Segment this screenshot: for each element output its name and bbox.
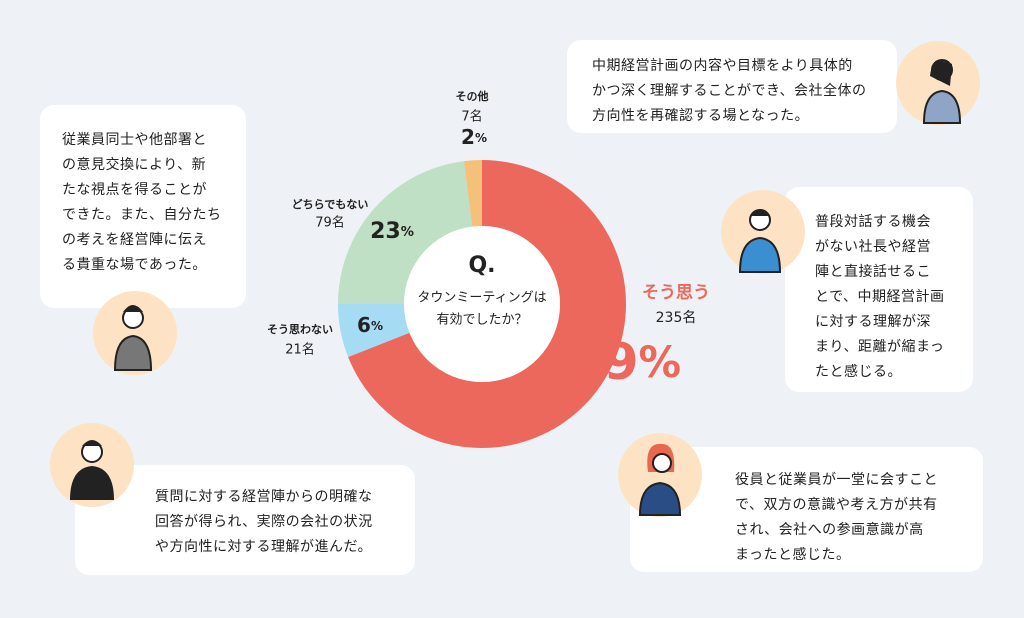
comment-line: の考えを経営陣に伝え <box>62 232 207 248</box>
comment-line: 方向性を再確認する場となった。 <box>592 108 809 124</box>
comment-line: る貴重な場であった。 <box>62 257 207 273</box>
category-label: どちらでもない <box>292 198 369 211</box>
donut-segment <box>338 161 473 304</box>
comment-line: の意見交換により、新 <box>62 156 206 173</box>
cards <box>40 40 983 575</box>
comment-line: や方向性に対する理解が進んだ。 <box>155 539 372 555</box>
count-label: 7名 <box>461 109 482 125</box>
comment-card <box>785 187 973 392</box>
avatar <box>50 423 134 507</box>
count-label: 235名 <box>656 310 697 326</box>
count-label: 21名 <box>285 342 315 358</box>
comment-line: 質問に対する経営陣からの明確な <box>155 489 373 505</box>
avatar <box>618 433 702 517</box>
comment-line: 従業員同士や他部署と <box>62 132 207 148</box>
comments: 従業員同士や他部署との意見交換により、新たな視点を得ることができた。また、自分た… <box>62 57 945 563</box>
avatar <box>93 291 177 375</box>
comment-line: で、双方の意識や考え方が共有 <box>735 496 937 513</box>
comment-card <box>567 40 897 133</box>
avatar <box>896 41 980 125</box>
avatar <box>721 190 805 274</box>
comment-line: たな視点を得ることが <box>62 181 207 198</box>
comment-line: 陣と直接話せるこ <box>815 263 931 280</box>
donut-hole <box>404 226 560 382</box>
comment-line: がない社長や経営 <box>815 239 931 255</box>
comment-line: とで、中期経営計画 <box>815 289 945 305</box>
comment-line: 普段対話する機会 <box>815 213 931 230</box>
donut-segment <box>463 160 482 227</box>
center-text: 有効でしたか？ <box>436 313 527 328</box>
comment-line: たと感じる。 <box>815 363 902 380</box>
value-label: 2% <box>461 125 487 149</box>
donut-segment <box>348 160 626 448</box>
category-label: そう思う <box>642 283 710 303</box>
count-label: 79名 <box>315 215 345 231</box>
comment-line: 役員と従業員が一堂に会すこと <box>735 472 938 488</box>
comment-line: され、会社への参画意識が高 <box>735 521 924 538</box>
category-label: そう思わない <box>267 323 333 336</box>
avatars <box>50 41 980 517</box>
comment-line: まったと感じた。 <box>735 546 850 563</box>
comment-card <box>630 447 983 572</box>
donut-segment <box>338 304 410 358</box>
value-label: 69% <box>569 333 681 391</box>
comment-line: まり、距離が縮まっ <box>815 338 944 355</box>
value-label: 6% <box>357 313 383 337</box>
comment-line: かつ深く理解することができ、会社全体の <box>592 82 867 99</box>
comment-line: できた。また、自分たち <box>62 207 222 223</box>
comment-line: 中期経営計画の内容や目標をより具体的 <box>592 57 853 74</box>
comment-line: 回答が得られ、実際の会社の状況 <box>155 513 373 530</box>
category-label: その他 <box>456 89 489 103</box>
center-text: タウンミーティングは <box>417 291 546 306</box>
comment-line: に対する理解が深 <box>815 314 931 330</box>
value-label: 23% <box>370 219 414 244</box>
comment-card <box>75 465 415 575</box>
comment-card <box>40 105 246 308</box>
center-title: Q. <box>468 253 495 278</box>
